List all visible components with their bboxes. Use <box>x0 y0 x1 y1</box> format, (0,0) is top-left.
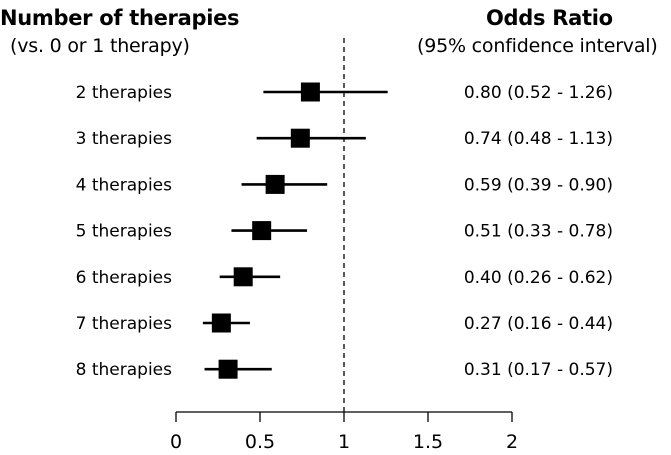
ci-text: 0.40 (0.26 - 0.62) <box>464 268 613 288</box>
ci-text: 0.51 (0.33 - 0.78) <box>464 222 613 242</box>
or-marker <box>252 221 272 241</box>
or-marker <box>265 174 285 194</box>
left-column-subtitle: (vs. 0 or 1 therapy) <box>10 35 190 57</box>
or-marker <box>233 267 253 287</box>
ci-text: 0.27 (0.16 - 0.44) <box>464 314 613 334</box>
or-marker <box>211 313 231 333</box>
row-label: 7 therapies <box>76 314 172 334</box>
x-tick-label: 2 <box>506 431 518 453</box>
ci-text: 0.74 (0.48 - 1.13) <box>464 129 613 149</box>
row-label: 4 therapies <box>76 175 172 195</box>
row-label: 2 therapies <box>76 83 172 103</box>
row-label: 8 therapies <box>76 360 172 380</box>
row-label: 6 therapies <box>76 268 172 288</box>
right-column-subtitle: (95% confidence interval) <box>417 35 658 57</box>
x-tick-label: 0 <box>170 431 182 453</box>
x-tick-label: 0.5 <box>245 431 275 453</box>
left-column-title: Number of therapies <box>0 6 240 30</box>
or-marker <box>300 82 320 102</box>
x-tick-label: 1.5 <box>413 431 443 453</box>
ci-text: 0.31 (0.17 - 0.57) <box>464 360 613 380</box>
or-marker <box>290 128 310 148</box>
or-marker <box>218 359 238 379</box>
x-tick-label: 1 <box>338 431 350 453</box>
ci-text: 0.59 (0.39 - 0.90) <box>464 175 613 195</box>
row-label: 5 therapies <box>76 222 172 242</box>
row-label: 3 therapies <box>76 129 172 149</box>
right-column-title: Odds Ratio <box>486 6 613 30</box>
ci-text: 0.80 (0.52 - 1.26) <box>464 83 613 103</box>
